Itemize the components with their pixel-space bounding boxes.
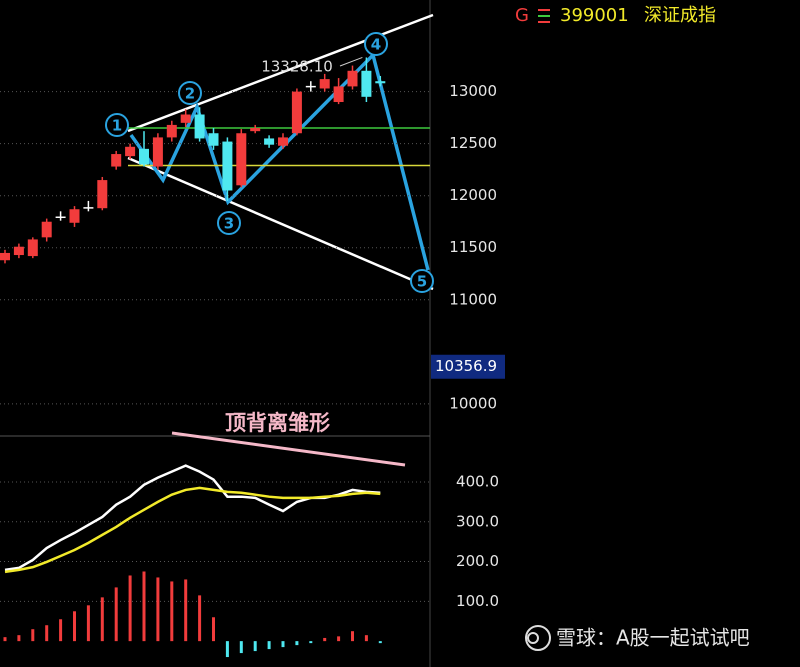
candle-body bbox=[347, 70, 358, 87]
macd-bar bbox=[323, 637, 327, 642]
candle-body bbox=[194, 114, 205, 139]
macd-bar bbox=[128, 575, 132, 642]
y-tick-label: 100.0 bbox=[456, 592, 499, 610]
wave-marker bbox=[105, 113, 129, 137]
macd-bar bbox=[59, 619, 63, 642]
wave-label: 5 bbox=[417, 273, 427, 291]
y-tick-label: 12500 bbox=[449, 134, 497, 152]
candle-body bbox=[0, 252, 10, 261]
macd-bar bbox=[100, 597, 104, 642]
candle-body bbox=[305, 85, 316, 88]
wave-line bbox=[129, 51, 430, 271]
index-name: 深证成指 bbox=[644, 5, 716, 26]
candle-body bbox=[236, 133, 247, 186]
candle-body bbox=[13, 246, 24, 256]
macd-bar bbox=[253, 641, 257, 652]
y-tick-label: 200.0 bbox=[456, 552, 499, 570]
macd-bar bbox=[337, 636, 341, 642]
macd-bar bbox=[114, 587, 118, 642]
candle-body bbox=[333, 86, 344, 103]
candle-body bbox=[278, 137, 288, 146]
candle-body bbox=[139, 148, 149, 165]
divergence-line bbox=[171, 431, 406, 467]
macd-bar bbox=[86, 605, 90, 642]
macd-bar bbox=[239, 641, 243, 654]
macd-bar bbox=[184, 579, 188, 642]
macd-bar bbox=[3, 637, 7, 642]
candle-body bbox=[361, 70, 372, 97]
candle-body bbox=[250, 128, 261, 132]
candle-body bbox=[222, 141, 233, 191]
macd-bar bbox=[309, 641, 313, 644]
macd-bar bbox=[225, 641, 229, 658]
wave-marker bbox=[410, 269, 434, 293]
high-pointer bbox=[339, 56, 363, 67]
y-tick-label: 400.0 bbox=[456, 472, 499, 490]
wave-label: 4 bbox=[371, 36, 381, 54]
macd-bar bbox=[170, 581, 174, 642]
macd-line bbox=[4, 486, 381, 574]
menu-icon bbox=[538, 9, 550, 23]
macd-bar bbox=[212, 617, 215, 642]
candle-body bbox=[125, 146, 136, 157]
macd-bar bbox=[198, 595, 202, 642]
macd-bar bbox=[267, 641, 271, 650]
candle-body bbox=[166, 124, 177, 138]
high-label: 13328.10 bbox=[261, 58, 333, 76]
price-label: 10356.9 bbox=[435, 357, 497, 375]
y-tick-label: 300.0 bbox=[456, 512, 499, 530]
candle-body bbox=[291, 91, 302, 134]
candle-body bbox=[208, 133, 219, 146]
price-box bbox=[431, 354, 505, 379]
y-tick-label: 11500 bbox=[449, 238, 497, 256]
macd-bar bbox=[364, 635, 368, 642]
y-tick-label: 11000 bbox=[449, 290, 497, 308]
candle-body bbox=[264, 138, 275, 145]
macd-bar bbox=[31, 629, 35, 642]
candle-body bbox=[375, 81, 386, 84]
wave-marker bbox=[217, 211, 241, 235]
y-tick-label: 10000 bbox=[449, 394, 497, 412]
wave-label: 3 bbox=[224, 215, 234, 233]
candle-body bbox=[69, 209, 80, 223]
watermark-icon bbox=[525, 625, 551, 651]
macd-bar bbox=[17, 635, 21, 642]
candle-body bbox=[180, 114, 191, 123]
macd-bar bbox=[156, 577, 160, 642]
y-tick-label: 12000 bbox=[449, 186, 497, 204]
macd-bar bbox=[351, 631, 354, 642]
macd-bar bbox=[142, 571, 146, 642]
divergence-label: 顶背离雏形 bbox=[225, 411, 330, 435]
candle-body bbox=[152, 137, 163, 167]
lower-trend-line bbox=[127, 156, 434, 291]
watermark: 雪球：A股一起试试吧 bbox=[556, 626, 750, 650]
candle-body bbox=[97, 180, 108, 209]
wave-marker bbox=[178, 81, 202, 105]
candle-body bbox=[111, 154, 122, 167]
code-prefix: G bbox=[515, 5, 529, 26]
candle-body bbox=[55, 216, 66, 219]
macd-bar bbox=[73, 611, 76, 642]
wave-marker bbox=[364, 32, 388, 56]
macd-bar bbox=[45, 625, 49, 642]
macd-bar bbox=[295, 641, 299, 646]
candle-body bbox=[27, 239, 38, 257]
candle-body bbox=[83, 207, 94, 209]
wave-label: 2 bbox=[185, 85, 195, 103]
candle-body bbox=[319, 79, 330, 89]
macd-line bbox=[4, 464, 381, 572]
wave-label: 1 bbox=[112, 117, 122, 135]
y-tick-label: 13000 bbox=[449, 82, 497, 100]
index-code: 399001 bbox=[560, 5, 629, 26]
candle-body bbox=[41, 221, 52, 238]
macd-bar bbox=[281, 641, 285, 648]
macd-bar bbox=[378, 641, 382, 644]
